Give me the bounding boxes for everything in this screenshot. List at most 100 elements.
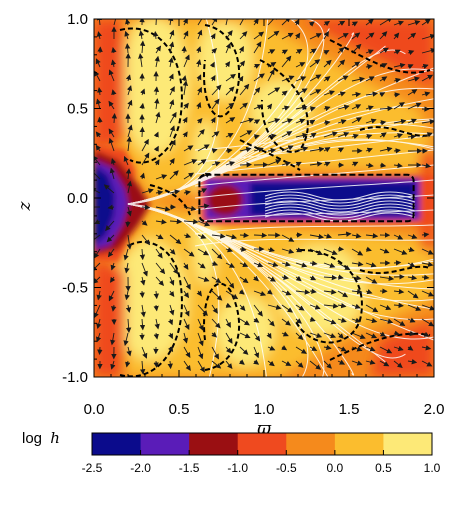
vector-arrow [379,92,386,98]
vector-arrow [154,318,160,330]
vector-arrow [365,359,376,365]
vector-arrow [239,83,250,96]
vector-arrow [169,111,177,124]
vector-arrow [169,276,175,286]
vector-arrow [379,346,393,354]
vector-arrow [267,87,281,96]
vector-arrow [95,131,102,138]
vector-arrow [155,262,166,275]
vector-arrow [393,133,404,139]
y-tick-label: 0.0 [67,190,88,207]
vector-arrow [407,262,416,268]
vector-arrow [323,90,335,96]
vector-arrow [197,86,202,96]
dashed-contour [149,184,191,216]
vector-arrow [267,49,276,55]
x-tick-label: 0.0 [84,401,105,418]
vector-arrow [197,304,208,316]
vector-arrow [183,233,192,239]
vector-arrow [110,276,116,283]
vector-arrow [421,248,434,255]
x-axis: 0.0 0.5 1.0 1.5 2.0 [84,19,444,418]
colorbar-swatch [92,433,142,455]
vector-arrow [139,318,146,331]
vector-arrow [393,32,400,40]
vector-arrow [295,304,305,311]
colorbar-tick-label: -1.0 [227,461,248,475]
vector-arrow [393,345,404,352]
vector-arrow [225,117,236,124]
vector-arrow [323,360,332,369]
vector-arrow [225,86,235,96]
vector-arrow [295,247,303,253]
vector-arrow [295,360,304,368]
vector-arrow [211,19,218,26]
vector-arrow [421,345,432,351]
vector-arrow [94,187,101,194]
dashed-contour [203,24,240,118]
vector-arrow [211,290,223,301]
vector-arrow [141,346,148,359]
vector-arrow [337,131,350,138]
vector-arrow [253,104,263,110]
vector-arrow [294,32,301,40]
vector-arrow [407,89,418,96]
dashed-contour [329,332,431,361]
vector-arrow [351,104,362,110]
vector-arrow [123,332,129,346]
vector-arrow [125,168,132,180]
vector-arrow [239,232,250,238]
vector-arrow [108,290,115,302]
vector-arrow [421,74,434,82]
vector-arrow [337,33,349,40]
vector-arrow [211,47,217,54]
vector-arrow [169,139,176,152]
vector-arrow [281,304,293,313]
vector-arrow [109,167,115,180]
vector-arrow [168,19,174,26]
vector-arrow [365,105,374,111]
vector-arrow [267,360,275,367]
vector-arrow [267,246,275,253]
vector-arrow [183,172,195,180]
vector-arrow [197,248,210,256]
vector-arrow [225,42,231,54]
vector-arrow [393,77,401,84]
vector-arrow [94,248,101,259]
vector-arrow [183,159,198,166]
vector-arrow [308,21,315,27]
vector-arrow [281,261,291,267]
colorbar-tick-label: -0.5 [276,461,297,475]
vector-arrow [225,276,235,289]
vector-arrow [266,289,273,295]
vector-arrow [337,332,344,339]
vector-arrow [196,59,202,68]
vector-arrow [183,30,189,40]
vector-arrow [253,19,259,26]
vector-arrow [225,161,236,167]
vector-arrow [225,346,232,354]
colorbar-swatch [140,433,190,455]
vector-arrow [281,32,294,40]
vector-arrow [94,262,101,272]
vector-arrow [153,360,159,368]
vector-arrow [107,204,115,210]
vector-arrow [267,69,275,82]
streamline [194,238,434,247]
vector-arrow [267,304,282,310]
vector-arrow [407,274,418,281]
vector-arrow [238,289,245,295]
vector-arrow [155,45,162,54]
vector-arrow [337,302,347,309]
vector-arrow [351,288,363,295]
vector-arrow [379,304,392,311]
vector-arrow [253,290,267,297]
vector-arrow [365,346,376,352]
vector-arrow [182,131,188,138]
vector-arrow [139,248,146,261]
vector-arrow [210,33,216,40]
vector-arrow [154,55,160,68]
vector-arrow [266,103,273,110]
streamline [127,19,309,205]
